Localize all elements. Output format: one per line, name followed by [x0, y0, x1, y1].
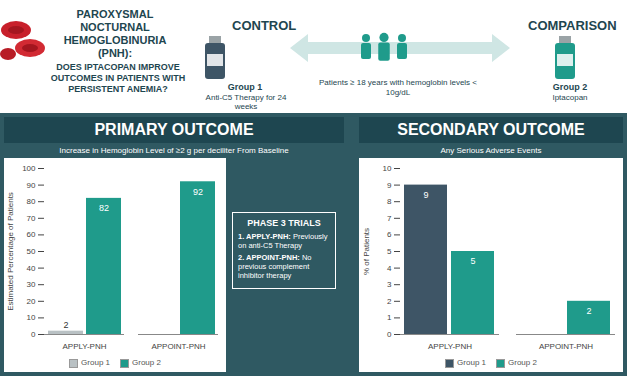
- svg-text:100: 100: [22, 164, 36, 173]
- svg-text:5: 5: [387, 247, 392, 256]
- svg-text:2: 2: [387, 297, 392, 306]
- svg-text:30: 30: [27, 280, 36, 289]
- html-text:Group 1: Group 1: [227, 82, 263, 92]
- svg-text:0: 0: [31, 330, 36, 339]
- html-text:Any Serious Adverse Events: Any Serious Adverse Events: [440, 146, 542, 155]
- svg-text:40: 40: [27, 264, 36, 273]
- html-text:Group 1: Group 1: [81, 358, 110, 368]
- svg-text:8: 8: [387, 197, 392, 206]
- svg-text:0: 0: [387, 330, 392, 339]
- html-text:Iptacopan: Iptacopan: [552, 93, 588, 102]
- svg-text:1: 1: [387, 313, 392, 322]
- svg-text:60: 60: [27, 230, 36, 239]
- svg-text:80: 80: [27, 197, 36, 206]
- html-text:Increase in Hemoglobin Level o: Increase in Hemoglobin Level of ≥2 g per…: [59, 146, 289, 155]
- svg-text:9: 9: [423, 190, 428, 200]
- html-text:Group 1: Group 1: [457, 358, 486, 368]
- html-text:PHASE 3 TRIALS: PHASE 3 TRIALS: [247, 218, 321, 228]
- html-text:CONTROL: CONTROL: [232, 18, 297, 33]
- html-text:Group 2: Group 2: [508, 358, 537, 368]
- html-text:2. APPOINT-PNH: No previous co: 2. APPOINT-PNH: No previous complement i…: [238, 253, 312, 280]
- svg-text:92: 92: [193, 187, 203, 197]
- svg-text:9: 9: [387, 181, 392, 190]
- svg-text:7: 7: [387, 214, 392, 223]
- svg-text:90: 90: [27, 181, 36, 190]
- svg-text:APPOINT-PNH: APPOINT-PNH: [151, 342, 205, 351]
- html-text:DOES IPTACOPAN IMPROVE OUTCOME: DOES IPTACOPAN IMPROVE OUTCOMES IN PATIE…: [50, 62, 186, 94]
- svg-text:50: 50: [27, 247, 36, 256]
- html-text:SECONDARY OUTCOME: SECONDARY OUTCOME: [397, 121, 585, 138]
- svg-text:6: 6: [387, 230, 392, 239]
- svg-text:4: 4: [387, 264, 392, 273]
- svg-text:APPOINT-PNH: APPOINT-PNH: [539, 342, 593, 351]
- svg-text:2: 2: [586, 306, 591, 316]
- html-text:COMPARISON: COMPARISON: [528, 18, 617, 33]
- svg-text:10: 10: [27, 313, 36, 322]
- html-text:Anti-C5 Therapy for 24 weeks: Anti-C5 Therapy for 24 weeks: [205, 93, 287, 111]
- html-text:Group 2: Group 2: [552, 82, 588, 92]
- svg-text:82: 82: [99, 203, 109, 213]
- svg-text:Estimated Percentage of Patien: Estimated Percentage of Patients: [6, 192, 15, 311]
- html-text:Patients ≥ 18 years with hemog: Patients ≥ 18 years with hemoglobin leve…: [319, 78, 477, 97]
- svg-text:5: 5: [470, 256, 475, 266]
- svg-text:70: 70: [27, 214, 36, 223]
- svg-text:20: 20: [27, 297, 36, 306]
- svg-text:APPLY-PNH: APPLY-PNH: [428, 342, 472, 351]
- svg-text:3: 3: [387, 280, 392, 289]
- svg-text:APPLY-PNH: APPLY-PNH: [62, 342, 106, 351]
- svg-text:% of Patients: % of Patients: [362, 228, 371, 275]
- svg-text:2: 2: [63, 320, 68, 330]
- html-text:Group 2: Group 2: [132, 358, 161, 368]
- html-text:PAROXYSMAL NOCTURNAL HEMOGLOBI: PAROXYSMAL NOCTURNAL HEMOGLOBINURIA (PNH…: [63, 8, 167, 59]
- html-text:PRIMARY OUTCOME: PRIMARY OUTCOME: [94, 121, 254, 138]
- svg-text:10: 10: [383, 164, 392, 173]
- html-text:1. APPLY-PNH: Previously on an: 1. APPLY-PNH: Previously on anti-C5 Ther…: [238, 232, 328, 250]
